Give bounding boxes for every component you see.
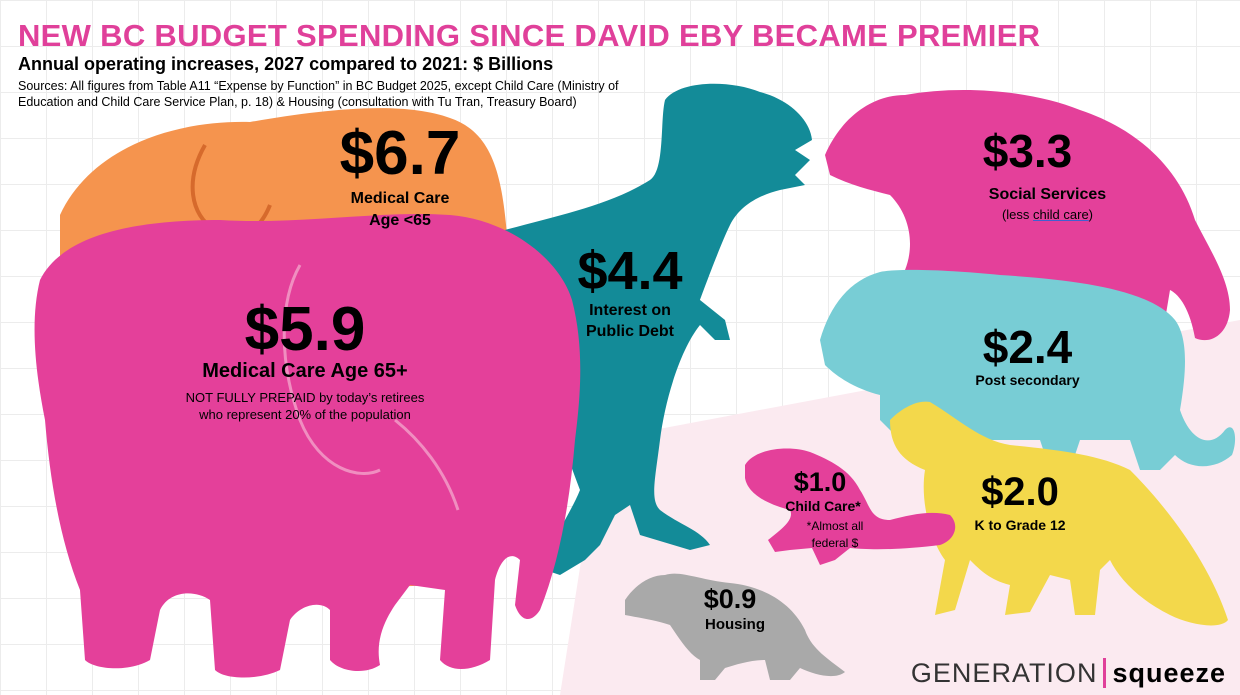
data-label-post-secondary-amount: $2.4 [982,321,1073,373]
data-label-medical-65-note1: NOT FULLY PREPAID by today’s retirees [185,390,425,405]
pink-elephant-ear [282,264,381,475]
data-label-medical-lt65-line2: Age <65 [369,212,431,229]
data-label-social-label: Social Services [988,186,1107,203]
sources-note: Sources: All figures from Table A11 “Exp… [18,79,619,109]
data-label-social-note: (less child care) [960,207,1135,222]
logo-generation-text: GENERATION [910,658,1098,688]
pink-elephant-icon [34,213,581,678]
data-label-interest-line2: Public Debt [585,323,674,340]
data-label-post-secondary-label: Post secondary [975,372,1080,388]
social-note-prefix: (less [1001,207,1034,222]
data-label-social-amount: $3.3 [982,125,1073,177]
data-label-child-care-amount: $1.0 [793,467,847,497]
raccoon-icon [625,573,845,680]
data-label-k12-label: K to Grade 12 [974,517,1066,533]
pink-elephant-trunk-line [394,418,460,511]
social-note-suffix: ) [1088,207,1094,222]
data-label-medical-65-label: Medical Care Age 65+ [202,360,408,382]
data-label-child-care-label: Child Care* [785,498,861,514]
generation-squeeze-logo: GENERATION squeeze [911,658,1226,689]
data-label-interest-amount: $4.4 [577,241,683,301]
data-label-medical-65-amount: $5.9 [244,295,366,364]
trex-icon [505,83,812,576]
data-label-housing-label: Housing [705,616,765,633]
data-label-child-care-note1: *Almost all [806,519,864,533]
logo-squeeze-text: squeeze [1112,658,1226,688]
squirrel-icon [745,448,956,565]
data-label-child-care-note2: federal $ [811,536,859,550]
fox-icon [890,401,1228,626]
data-label-interest-line1: Interest on [589,302,671,319]
data-label-medical-65-note2: who represent 20% of the population [199,407,411,422]
page-title: NEW BC BUDGET SPENDING SINCE DAVID EBY B… [18,18,1041,53]
data-label-k12-amount: $2.0 [981,470,1059,514]
data-label-medical-lt65-amount: $6.7 [339,119,461,188]
social-note-link: child care [1033,207,1089,222]
data-label-housing-amount: $0.9 [703,584,757,614]
logo-divider [1103,658,1107,688]
data-label-medical-lt65-line1: Medical Care [350,190,450,207]
page-subtitle: Annual operating increases, 2027 compare… [18,54,554,74]
